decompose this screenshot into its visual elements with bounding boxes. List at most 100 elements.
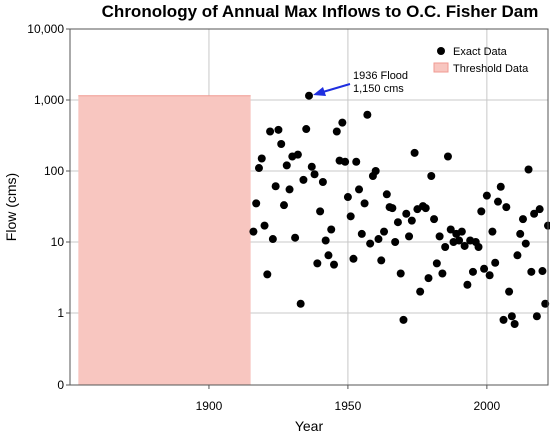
exact-data-point bbox=[518, 215, 527, 224]
exact-data-point bbox=[396, 269, 405, 278]
exact-data-point bbox=[468, 267, 477, 276]
exact-data-point bbox=[496, 182, 505, 191]
exact-data-point bbox=[260, 221, 269, 230]
exact-data-point bbox=[271, 182, 280, 191]
exact-data-point bbox=[254, 164, 263, 173]
exact-data-point bbox=[510, 319, 519, 328]
exact-data-point bbox=[391, 238, 400, 246]
exact-data-point bbox=[371, 167, 380, 175]
legend: Exact Data Threshold Data bbox=[433, 46, 529, 75]
exact-data-point bbox=[407, 216, 416, 225]
exact-data-point bbox=[513, 251, 522, 260]
exact-data-point bbox=[474, 243, 483, 252]
exact-data-point bbox=[279, 201, 288, 210]
exact-data-point bbox=[507, 312, 516, 321]
exact-data-point bbox=[402, 209, 411, 218]
exact-data-point bbox=[544, 221, 550, 230]
exact-data-point bbox=[299, 175, 308, 184]
x-tick-label: 1900 bbox=[196, 399, 223, 413]
exact-data-point bbox=[374, 235, 383, 244]
exact-data-point bbox=[421, 204, 430, 213]
y-axis-label: Flow (cms) bbox=[3, 173, 19, 241]
exact-data-point bbox=[274, 125, 283, 134]
exact-data-points bbox=[249, 91, 550, 328]
annotation-line1: 1936 Flood bbox=[353, 70, 408, 82]
exact-data-point bbox=[491, 258, 500, 267]
exact-data-point bbox=[530, 209, 539, 218]
exact-data-point bbox=[480, 264, 489, 273]
exact-data-point bbox=[405, 232, 414, 241]
annotation-arrowhead bbox=[313, 87, 326, 96]
exact-data-point bbox=[516, 229, 525, 238]
y-tick-label: 10 bbox=[51, 235, 65, 249]
y-tick-label: 100 bbox=[44, 164, 64, 178]
exact-data-point bbox=[460, 241, 469, 250]
exact-data-point bbox=[502, 203, 511, 212]
exact-data-point bbox=[277, 140, 286, 149]
exact-data-point bbox=[488, 227, 497, 236]
exact-data-point bbox=[252, 199, 261, 208]
x-tick-label: 1950 bbox=[335, 399, 362, 413]
annotation: 1936 Flood 1,150 cms bbox=[313, 70, 408, 96]
exact-data-point bbox=[521, 239, 530, 248]
exact-data-point bbox=[352, 157, 361, 166]
exact-data-point bbox=[524, 165, 533, 174]
exact-data-point bbox=[427, 172, 436, 181]
y-axis-ticks: 0 1 10 100 1,000 10,000 bbox=[27, 22, 70, 392]
exact-data-point bbox=[485, 271, 494, 280]
exact-data-point bbox=[410, 148, 419, 157]
chart-title: Chronology of Annual Max Inflows to O.C.… bbox=[102, 2, 539, 21]
legend-exact-label: Exact Data bbox=[453, 46, 508, 58]
exact-data-point bbox=[441, 243, 450, 252]
exact-data-point bbox=[538, 267, 547, 276]
exact-data-point bbox=[393, 218, 402, 227]
exact-data-point bbox=[416, 287, 425, 296]
exact-data-point bbox=[477, 207, 486, 216]
exact-data-point bbox=[455, 236, 464, 245]
legend-threshold-swatch bbox=[433, 62, 449, 73]
exact-data-point bbox=[360, 199, 369, 208]
exact-data-point bbox=[463, 280, 472, 289]
exact-data-point bbox=[332, 127, 341, 136]
exact-data-point bbox=[285, 185, 294, 194]
exact-data-point bbox=[266, 127, 275, 136]
exact-data-point bbox=[291, 233, 300, 242]
y-tick-label: 10,000 bbox=[27, 22, 64, 36]
y-tick-label: 1 bbox=[57, 306, 64, 320]
exact-data-point bbox=[541, 299, 550, 308]
exact-data-point bbox=[399, 315, 408, 324]
x-axis-ticks: 1900 1950 2000 bbox=[196, 385, 501, 413]
exact-data-point bbox=[313, 259, 322, 268]
exact-data-point bbox=[377, 256, 386, 265]
exact-data-point bbox=[535, 205, 544, 214]
exact-data-point bbox=[341, 157, 350, 166]
exact-data-point bbox=[296, 299, 305, 308]
exact-data-point bbox=[380, 227, 389, 236]
exact-data-point bbox=[355, 185, 364, 194]
legend-threshold-label: Threshold Data bbox=[453, 63, 529, 75]
exact-data-point bbox=[432, 259, 441, 268]
exact-data-point bbox=[499, 315, 508, 324]
exact-data-point bbox=[493, 197, 502, 206]
exact-data-point bbox=[318, 177, 327, 186]
exact-data-point bbox=[310, 170, 319, 179]
exact-data-point bbox=[338, 118, 347, 127]
exact-data-point bbox=[363, 110, 372, 119]
exact-data-point bbox=[527, 267, 536, 276]
legend-exact-marker bbox=[437, 47, 445, 55]
exact-data-point bbox=[257, 154, 266, 163]
exact-data-point bbox=[307, 162, 316, 171]
exact-data-point bbox=[302, 125, 311, 134]
exact-data-point bbox=[424, 274, 433, 283]
exact-data-point bbox=[446, 225, 455, 234]
threshold-region bbox=[78, 95, 251, 385]
exact-data-point bbox=[388, 204, 397, 213]
x-axis-label: Year bbox=[295, 418, 324, 434]
exact-data-point bbox=[263, 270, 272, 279]
exact-data-point bbox=[343, 193, 352, 202]
exact-data-point bbox=[282, 161, 291, 170]
exact-data-point bbox=[430, 215, 439, 224]
exact-data-point bbox=[457, 227, 466, 236]
exact-data-point bbox=[321, 236, 330, 245]
